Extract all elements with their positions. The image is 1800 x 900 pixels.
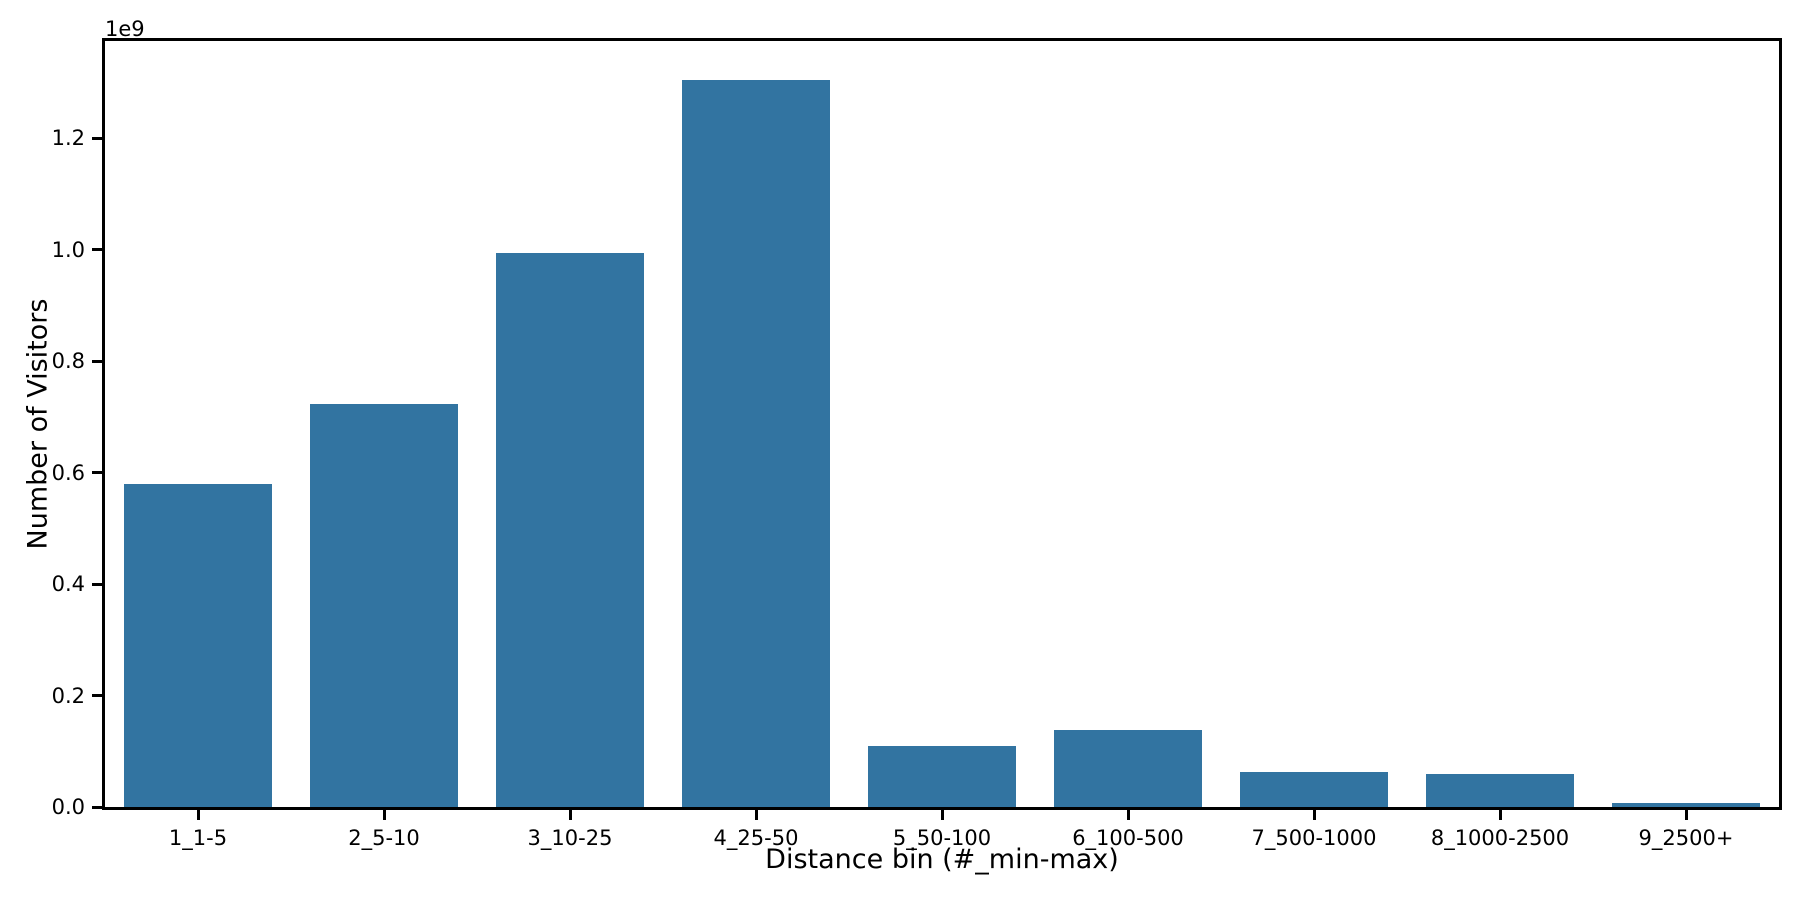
x-tick-mark — [1312, 810, 1316, 820]
x-tick-mark — [196, 810, 200, 820]
x-tick-label: 2_5-10 — [348, 826, 420, 850]
bar-8_1000-2500 — [1425, 773, 1575, 807]
bar-7_500-1000 — [1239, 771, 1389, 807]
plot-area-frame — [102, 38, 1782, 810]
x-tick-mark — [940, 810, 944, 820]
x-tick-label: 9_2500+ — [1638, 826, 1734, 850]
x-axis-label: Distance bin (#_min-max) — [765, 844, 1119, 875]
y-axis-offset-text: 1e9 — [105, 17, 145, 41]
x-tick-label: 8_1000-2500 — [1430, 826, 1570, 850]
y-tick-mark — [92, 471, 102, 475]
bar-2_5-10 — [309, 404, 459, 807]
y-tick-label: 0.8 — [51, 349, 85, 374]
y-tick-mark — [92, 694, 102, 698]
x-tick-label: 6_100-500 — [1072, 826, 1184, 850]
y-tick-label: 0.4 — [51, 572, 85, 597]
x-tick-mark — [568, 810, 572, 820]
x-tick-mark — [754, 810, 758, 820]
y-tick-label: 1.2 — [51, 126, 85, 151]
y-tick-label: 1.0 — [51, 237, 85, 262]
bar-4_25-50 — [681, 79, 831, 807]
bar-9_2500+ — [1611, 803, 1761, 807]
y-tick-label: 0.2 — [51, 683, 85, 708]
x-tick-label: 4_25-50 — [713, 826, 799, 850]
bar-3_10-25 — [495, 252, 645, 807]
y-tick-mark — [92, 805, 102, 809]
y-tick-mark — [92, 582, 102, 586]
bar-6_100-500 — [1053, 730, 1203, 807]
x-tick-label: 7_500-1000 — [1251, 826, 1377, 850]
y-tick-mark — [92, 359, 102, 363]
y-tick-label: 0.6 — [51, 460, 85, 485]
y-axis-label: Number of Visitors — [22, 298, 54, 550]
x-tick-label: 1_1-5 — [168, 826, 228, 850]
x-tick-mark — [1498, 810, 1502, 820]
x-tick-mark — [382, 810, 386, 820]
x-tick-label: 3_10-25 — [527, 826, 613, 850]
x-tick-mark — [1684, 810, 1688, 820]
x-tick-mark — [1126, 810, 1130, 820]
y-tick-mark — [92, 248, 102, 252]
bar-1_1-5 — [123, 484, 273, 807]
bar-5_50-100 — [867, 746, 1017, 807]
y-tick-label: 0.0 — [51, 795, 85, 819]
y-tick-mark — [92, 136, 102, 140]
x-tick-label: 5_50-100 — [892, 826, 992, 850]
